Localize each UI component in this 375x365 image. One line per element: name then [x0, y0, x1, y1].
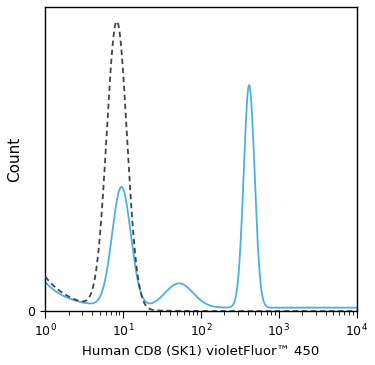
- Y-axis label: Count: Count: [7, 137, 22, 182]
- X-axis label: Human CD8 (SK1) violetFluor™ 450: Human CD8 (SK1) violetFluor™ 450: [82, 345, 320, 358]
